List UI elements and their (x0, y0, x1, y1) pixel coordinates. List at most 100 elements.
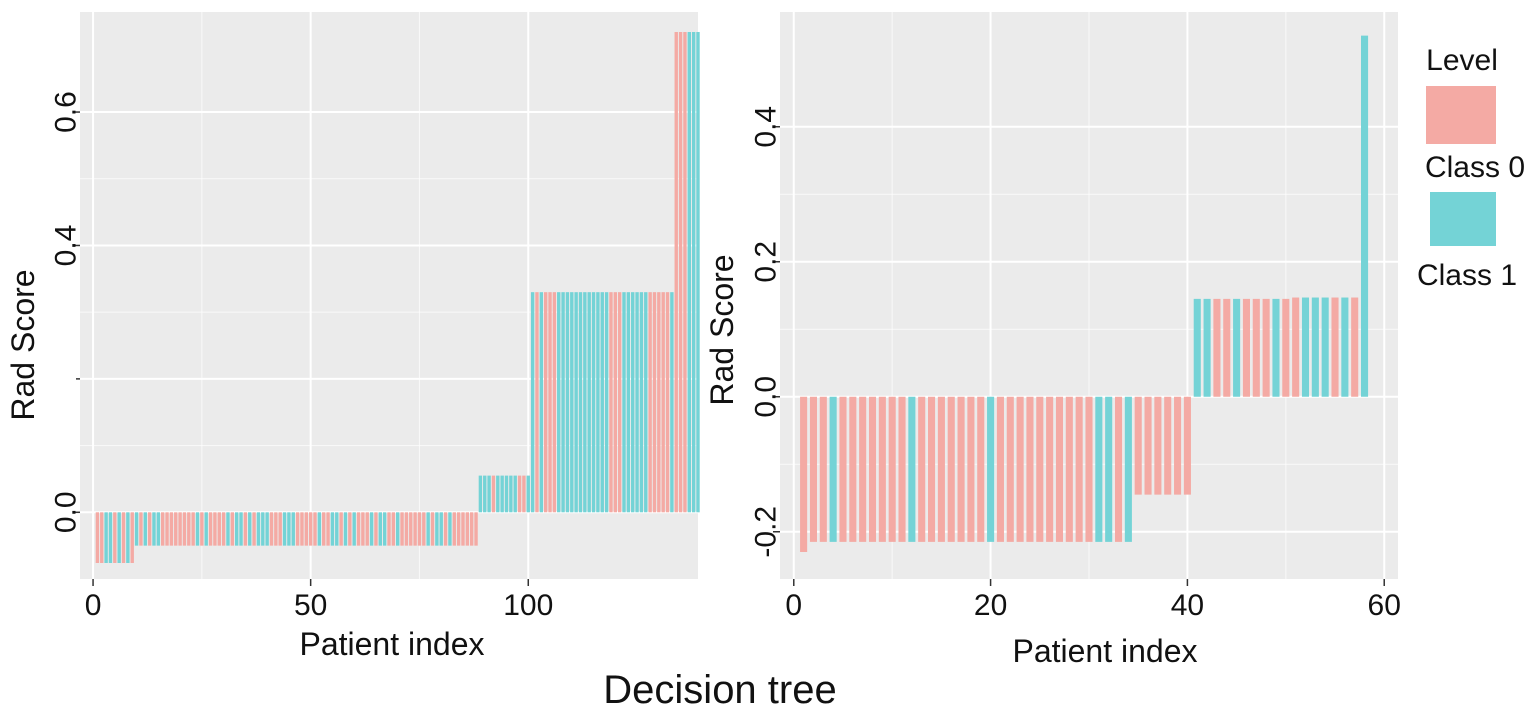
left-bar (287, 512, 291, 546)
left-bar (613, 292, 618, 513)
left-bar (452, 512, 456, 546)
left-bar (617, 292, 622, 513)
left-bar (156, 512, 161, 546)
left-bar (160, 512, 165, 546)
left-bar (313, 512, 317, 546)
left-y-axis-title: Rad Score (5, 269, 41, 420)
right-y-tick-label: 0.0 (750, 376, 783, 418)
right-bar (996, 396, 1004, 542)
left-x-tick-label: 50 (294, 589, 327, 622)
left-x-axis-title: Patient index (299, 626, 484, 662)
left-bar (261, 512, 265, 546)
left-bar (561, 292, 565, 513)
left-bar (487, 475, 491, 513)
left-bar (187, 512, 191, 546)
left-bar (635, 292, 639, 513)
left-bar (356, 512, 361, 546)
left-bar (304, 512, 309, 546)
left-bar (683, 32, 687, 513)
left-bar (626, 292, 631, 513)
right-bar (1154, 396, 1162, 495)
left-bar (443, 512, 448, 546)
right-bar (1174, 396, 1182, 495)
left-bar (557, 292, 561, 513)
left-bar (631, 292, 635, 513)
right-bar (1292, 297, 1300, 397)
left-bar (147, 512, 152, 546)
right-bar (868, 396, 877, 542)
left-bar (513, 475, 517, 513)
left-bar (234, 512, 239, 546)
left-bar (469, 512, 474, 546)
left-bar (596, 292, 600, 513)
left-bar (269, 512, 274, 546)
right-bar (1360, 35, 1369, 397)
right-bar (1006, 396, 1014, 542)
left-bar (256, 512, 261, 546)
left-y-tick-label: 0.6 (50, 91, 83, 133)
left-bar (687, 32, 691, 513)
left-bar (409, 512, 413, 546)
left-bar (204, 512, 208, 546)
left-bar (308, 512, 313, 546)
left-bar (239, 512, 243, 546)
right-y-tick-label: 0.4 (750, 106, 783, 148)
left-bar (174, 512, 178, 546)
right-bar (1016, 396, 1024, 542)
left-bar (169, 512, 174, 546)
left-bar (226, 512, 230, 546)
right-bar (839, 396, 847, 542)
right-bar (1301, 297, 1310, 397)
left-bar (343, 512, 348, 546)
left-bar (622, 292, 626, 513)
left-bar (465, 512, 470, 546)
left-bar (195, 512, 200, 546)
right-bar (947, 396, 955, 542)
left-bar (322, 512, 326, 546)
right-chart: 0 20 40 60 -0.2 0.0 0.2 0.4 Patient index Rad S… (704, 12, 1401, 669)
left-bar (326, 512, 330, 546)
left-bar (691, 32, 696, 513)
right-bar (1203, 298, 1211, 397)
left-bar (496, 475, 500, 513)
right-bar (1311, 297, 1319, 397)
left-bar (539, 292, 544, 513)
left-bar (252, 512, 256, 546)
left-bar (352, 512, 356, 546)
right-axes: 0 20 40 60 -0.2 0.0 0.2 0.4 (750, 106, 1401, 622)
right-bar (1262, 298, 1270, 397)
right-bar (1055, 396, 1064, 542)
right-bar (1213, 298, 1221, 397)
left-bar (291, 512, 295, 546)
left-bar (422, 512, 426, 546)
left-bar (591, 292, 596, 513)
left-bar (639, 292, 644, 513)
right-bar (1341, 297, 1349, 397)
left-bar (282, 512, 287, 546)
figure-caption: Decision tree (603, 668, 836, 712)
left-bar (491, 475, 496, 513)
left-bar (404, 512, 409, 546)
right-bar (1331, 297, 1339, 397)
right-bar (1242, 298, 1250, 397)
left-bar (374, 512, 378, 546)
left-bar (574, 292, 578, 513)
right-bar (1252, 298, 1260, 397)
left-bar (526, 475, 530, 513)
right-bar (1223, 298, 1231, 397)
right-bar (1144, 396, 1152, 495)
right-y-axis-title: Rad Score (704, 254, 740, 405)
right-bar (829, 396, 837, 542)
right-x-tick-label: 60 (1368, 589, 1401, 622)
left-bar (330, 512, 335, 546)
right-bar (898, 396, 906, 542)
left-bar (339, 512, 343, 546)
left-bar (578, 292, 583, 513)
left-bar (657, 292, 661, 513)
left-bar (165, 512, 169, 546)
right-bar (819, 396, 827, 542)
left-bar (143, 512, 147, 546)
left-bar (274, 512, 278, 546)
left-bar (674, 32, 678, 513)
